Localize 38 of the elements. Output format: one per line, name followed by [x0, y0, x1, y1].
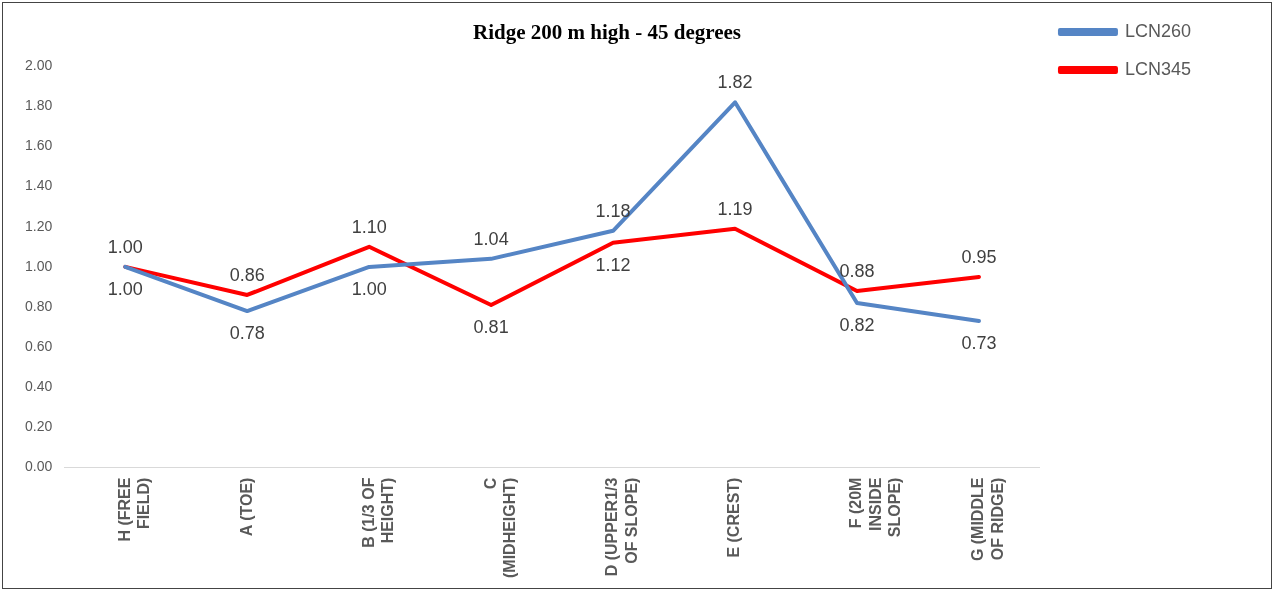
x-tick-label: D (UPPER1/3 OF SLOPE)	[603, 477, 640, 577]
data-label: 1.04	[473, 228, 509, 249]
y-tick-label: 2.00	[25, 57, 53, 74]
x-tick-label: A (TOE)	[237, 477, 255, 537]
data-label: 0.73	[961, 333, 997, 354]
data-label: 1.82	[717, 72, 753, 93]
chart-title: Ridge 200 m high - 45 degrees	[473, 20, 741, 45]
x-tick-label: B (1/3 OF HEIGHT)	[359, 477, 396, 548]
y-tick-label: 1.80	[25, 97, 53, 114]
x-tick-label: E (CREST)	[725, 477, 743, 558]
data-label: 0.86	[229, 264, 265, 285]
data-label: 0.78	[229, 323, 265, 343]
y-tick-label: 0.80	[25, 297, 53, 314]
y-tick-label: 0.40	[25, 378, 53, 395]
data-label: 1.10	[351, 216, 387, 237]
data-label: 0.82	[839, 314, 875, 335]
data-label: 1.00	[351, 278, 387, 299]
y-tick-label: 0.60	[25, 338, 53, 355]
legend-label: LCN260	[1124, 20, 1192, 41]
y-tick-label: 1.20	[25, 217, 53, 234]
x-tick-label: F (20M INSIDE SLOPE)	[847, 477, 903, 538]
x-tick-label: C (MIDHEIGHT)	[481, 477, 518, 579]
legend-label: LCN345	[1124, 58, 1192, 79]
data-label: 1.12	[595, 254, 631, 275]
data-label: 1.00	[107, 236, 143, 257]
x-tick-label: G (MIDDLE OF RIDGE)	[969, 477, 1006, 562]
y-tick-label: 1.00	[25, 257, 53, 274]
y-tick-label: 0.20	[25, 418, 53, 435]
data-label: 0.81	[473, 316, 509, 337]
data-label: 0.95	[961, 246, 997, 267]
x-tick-label: H (FREE FIELD)	[115, 477, 152, 542]
y-tick-label: 1.40	[25, 177, 53, 194]
data-label: 1.00	[107, 278, 143, 299]
data-label: 1.18	[595, 200, 631, 221]
data-label: 0.88	[839, 260, 875, 281]
data-label: 1.19	[717, 198, 753, 219]
y-tick-label: 0.00	[25, 458, 53, 475]
y-tick-label: 1.60	[25, 137, 53, 154]
